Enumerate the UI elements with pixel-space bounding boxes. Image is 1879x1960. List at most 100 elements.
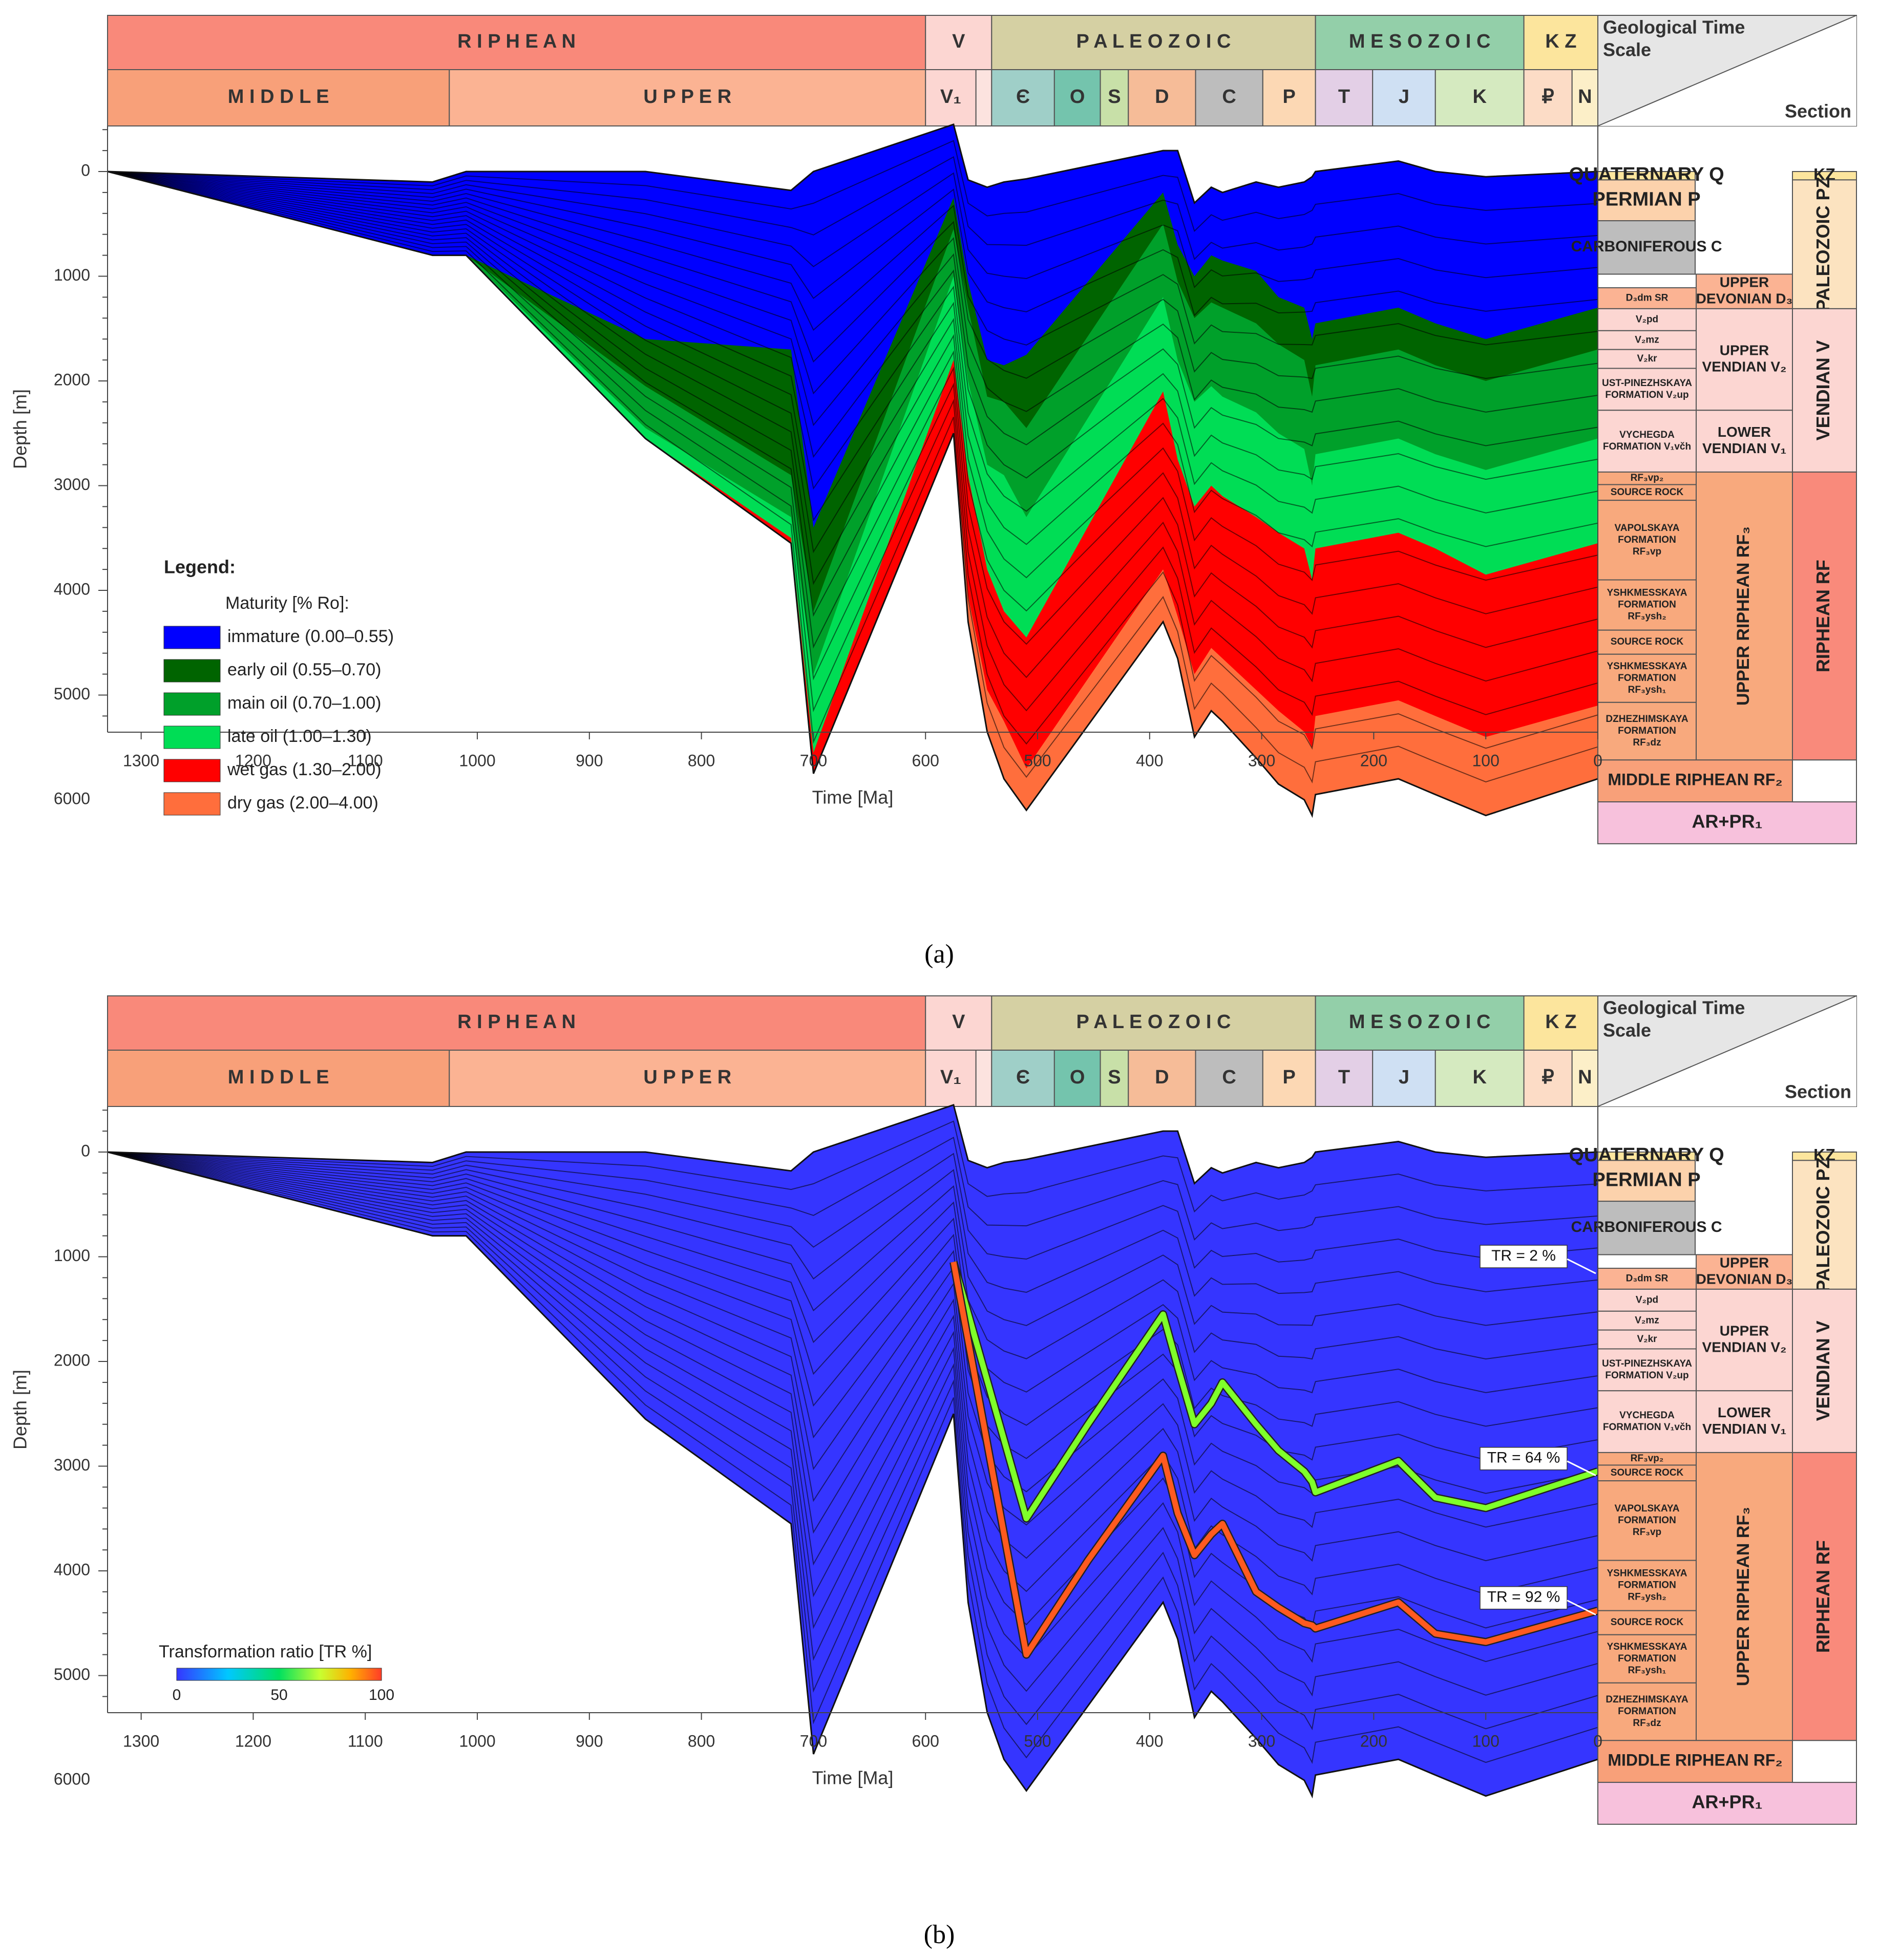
period-cell	[1100, 1050, 1129, 1107]
period-cell	[1262, 69, 1316, 126]
section-vertical-label: UPPER RIPHEAN RF₃	[1734, 1507, 1753, 1686]
layer-line	[107, 171, 1598, 514]
section-label: V₂pd	[1636, 314, 1658, 325]
x-tick-label: 1300	[123, 751, 159, 770]
section-label: RF₃dz	[1633, 737, 1661, 748]
section-label: VYCHEGDA	[1619, 1410, 1675, 1421]
section-cell	[1696, 471, 1793, 761]
section-label: UST-PINEZHSKAYA	[1602, 378, 1692, 389]
x-tick-label: 1200	[235, 751, 271, 770]
section-cell	[1597, 1267, 1697, 1290]
maturity-zone	[108, 124, 1598, 528]
era-cell	[107, 15, 926, 70]
section-cell	[1597, 579, 1697, 631]
legend-item-label: main oil (0.70–1.00)	[227, 693, 382, 713]
section-cell	[1696, 1288, 1793, 1392]
era-label: K Z	[1545, 1011, 1576, 1033]
corner-line	[1597, 15, 1857, 126]
tr-annotation-label: TR = 2 %	[1491, 1247, 1556, 1264]
x-tick-label: 300	[1248, 1732, 1275, 1750]
section-label: YSHKMESSKAYA	[1607, 1568, 1687, 1579]
colorbar-tick-label: 50	[270, 1687, 287, 1703]
period-cell	[107, 1050, 450, 1107]
section-cell	[1597, 500, 1697, 581]
section-vertical-label: VENDIAN V	[1812, 1320, 1833, 1421]
section-label: UST-PINEZHSKAYA	[1602, 1358, 1692, 1369]
section-label: AR+PR₁	[1692, 811, 1763, 832]
layer-line	[107, 1152, 1598, 1562]
period-label: O	[1070, 86, 1085, 108]
section-label: VAPOLSKAYA	[1614, 1503, 1679, 1514]
era-label: V	[952, 1011, 965, 1033]
section-label: FORMATION V₁včh	[1603, 1422, 1691, 1433]
x-tick-label: 1000	[459, 751, 495, 770]
section-label: MIDDLE RIPHEAN RF₂	[1608, 771, 1782, 789]
section-cell	[1597, 759, 1793, 803]
section-label: FORMATION V₁včh	[1603, 441, 1691, 452]
period-label: T	[1338, 86, 1350, 108]
section-label: V₂mz	[1635, 334, 1659, 345]
period-label: O	[1070, 1067, 1085, 1088]
era-label: M E S O Z O I C	[1349, 31, 1491, 52]
period-cell	[1571, 1050, 1599, 1107]
section-label: VENDIAN V₂	[1702, 358, 1787, 374]
era-label: R I P H E A N	[457, 31, 576, 52]
period-cell	[1315, 1050, 1374, 1107]
layer-line	[107, 156, 1598, 261]
period-label: U P P E R	[643, 1067, 731, 1088]
period-cell	[925, 69, 977, 126]
section-label: RF₃ysh₂	[1628, 1592, 1666, 1603]
y-axis-title: Depth [m]	[10, 1370, 31, 1450]
period-label: U P P E R	[643, 86, 731, 108]
section-label: RF₃ysh₁	[1628, 685, 1666, 695]
layer-line	[107, 171, 1598, 683]
layer-line	[107, 1120, 1598, 1213]
layer-line	[107, 1152, 1598, 1360]
tr-annotation-box	[1480, 1586, 1568, 1610]
x-tick-label: 100	[1472, 1732, 1500, 1750]
y-tick-label: 6000	[54, 789, 90, 807]
section-label: PERMIAN P	[1592, 1169, 1700, 1190]
section-label: FORMATION V₂up	[1605, 1370, 1688, 1381]
layer-line	[107, 171, 1598, 379]
section-vertical-label: RIPHEAN RF	[1812, 1540, 1833, 1653]
burial-chart-transformation-ratio: TR = 2 % TR = 64 % TR = 92 %	[107, 1104, 1599, 1799]
section-label: V₂kr	[1637, 353, 1657, 364]
period-cell	[449, 1050, 926, 1107]
corner-title: Scale	[1603, 1020, 1651, 1041]
period-label: K	[1472, 86, 1487, 108]
section-cell	[1696, 1254, 1793, 1290]
layer-line	[107, 171, 1598, 316]
legend-swatch	[163, 659, 221, 683]
section-label: DEVONIAN D₃	[1696, 291, 1793, 307]
section-cell	[1597, 330, 1697, 350]
y-tick-label: 5000	[54, 1665, 90, 1684]
burial-top-line	[107, 1104, 1598, 1185]
x-tick-label: 1100	[348, 751, 383, 770]
chart-axes: 1300 1200 1100 1000 900 800 700 600 500 400 300 200…	[10, 126, 1602, 808]
maturity-legend: Legend: Maturity [% Ro]: immature (0.00–0.…	[163, 557, 394, 816]
section-cell	[1792, 1288, 1857, 1453]
section-label: FORMATION V₂up	[1605, 390, 1688, 400]
layer-line	[107, 171, 1598, 480]
x-tick-label: 1200	[235, 1732, 271, 1750]
era-cell	[925, 15, 993, 70]
section-cell	[1597, 1310, 1697, 1331]
legend-title: Legend:	[164, 557, 236, 578]
section-cell	[1597, 1560, 1697, 1611]
section-label: RF₃ysh₁	[1628, 1665, 1666, 1676]
section-cell	[1597, 368, 1697, 411]
era-cell	[991, 995, 1316, 1051]
y-axis-title: Depth [m]	[10, 389, 31, 469]
period-cell	[991, 1050, 1055, 1107]
legend-swatch	[163, 692, 221, 716]
section-label: V₂kr	[1637, 1334, 1657, 1345]
era-label: R I P H E A N	[457, 1011, 576, 1033]
section-vertical-label: VENDIAN V	[1812, 340, 1833, 440]
corner-title: Geological Time	[1603, 17, 1745, 38]
section-cell	[1597, 349, 1697, 369]
time-scale-periods: M I D D L E U P P E R V₁ Є O S D C P T J K ₽ N	[107, 1050, 1599, 1107]
panel-a-label: (a)	[924, 940, 954, 969]
period-label: K	[1472, 1067, 1487, 1088]
